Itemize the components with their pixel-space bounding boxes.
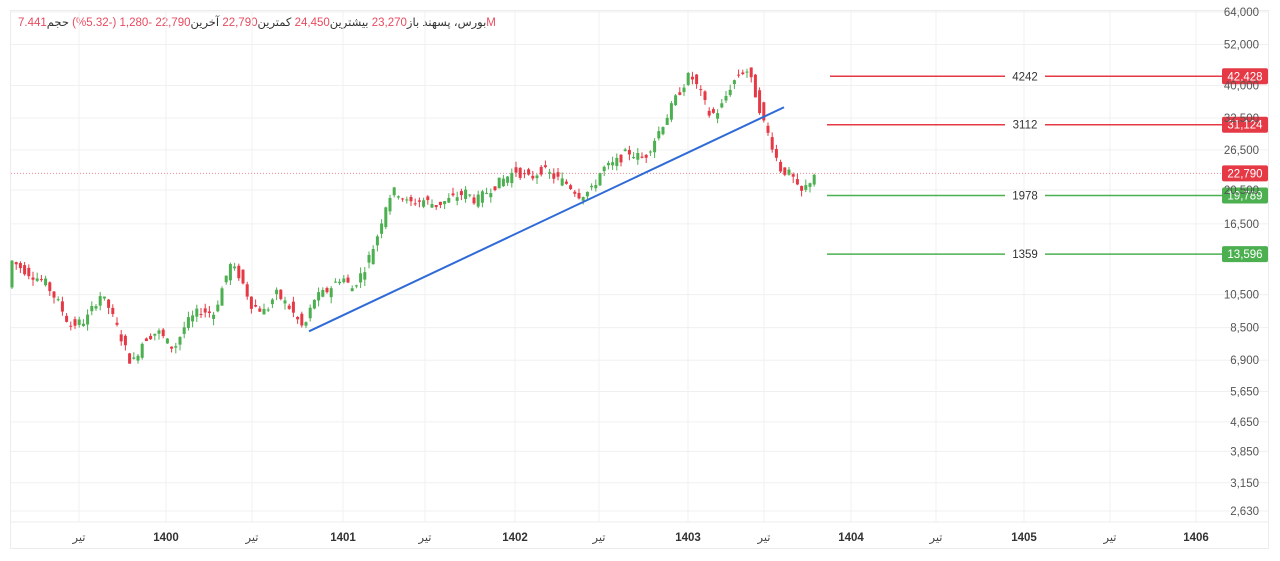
close-label: آخرین	[190, 17, 220, 29]
change-value: -1,280 (-5.32%)	[72, 17, 153, 29]
svg-text:1400: 1400	[153, 532, 179, 544]
volume-label: حجم	[46, 17, 69, 29]
low-label: کمترین	[257, 17, 292, 29]
svg-text:2,630: 2,630	[1230, 506, 1259, 518]
high-label: بیشترین	[329, 17, 369, 29]
svg-text:19,789: 19,789	[1227, 190, 1262, 202]
svg-text:3,150: 3,150	[1230, 478, 1259, 490]
svg-text:8,500: 8,500	[1230, 323, 1259, 335]
svg-text:3,850: 3,850	[1230, 446, 1259, 458]
svg-text:4242: 4242	[1012, 71, 1038, 83]
svg-text:تیر: تیر	[244, 532, 258, 545]
close-value: 22,790	[155, 17, 191, 29]
svg-text:52,000: 52,000	[1224, 39, 1259, 51]
svg-text:10,500: 10,500	[1224, 290, 1259, 302]
svg-text:26,500: 26,500	[1224, 145, 1259, 157]
trendline[interactable]	[308, 106, 785, 333]
svg-text:تیر: تیر	[417, 532, 431, 545]
price-axis[interactable]: 64,000 52,000 40,000 32,500 26,500 20,500 16,5…	[1224, 7, 1259, 518]
svg-text:13,596: 13,596	[1227, 249, 1262, 261]
svg-text:31,124: 31,124	[1227, 120, 1263, 132]
svg-text:40,000: 40,000	[1224, 80, 1259, 92]
svg-text:1402: 1402	[502, 532, 528, 544]
svg-text:تیر: تیر	[1102, 532, 1116, 545]
low-value: 22,790	[222, 17, 258, 29]
candlesticks	[10, 67, 816, 364]
svg-text:1405: 1405	[1011, 532, 1037, 544]
open-value: 23,270	[371, 17, 407, 29]
symbol-name: بورس	[457, 17, 487, 29]
svg-text:16,500: 16,500	[1224, 219, 1259, 231]
svg-text:6,900: 6,900	[1230, 355, 1259, 367]
svg-text:20,500: 20,500	[1224, 185, 1259, 197]
svg-text:1403: 1403	[675, 532, 701, 544]
svg-text:42,428: 42,428	[1227, 71, 1262, 83]
grid-lines	[11, 11, 1268, 523]
svg-text:64,000: 64,000	[1224, 7, 1259, 19]
time-axis[interactable]: تیر 1400 تیر 1401 تیر 1402 تیر 1403 تیر 1404 تیر 14…	[71, 532, 1208, 545]
open-label: باز	[406, 17, 420, 29]
svg-text:1359: 1359	[1012, 249, 1038, 261]
volume-value: 7.441M	[18, 17, 496, 29]
svg-text:4,650: 4,650	[1230, 417, 1259, 429]
svg-text:تیر: تیر	[756, 532, 770, 545]
svg-text:1978: 1978	[1012, 190, 1038, 202]
exchange-note: پسهند	[422, 17, 451, 29]
svg-text:تیر: تیر	[928, 532, 942, 545]
svg-text:22,790: 22,790	[1227, 168, 1262, 180]
svg-text:1406: 1406	[1183, 532, 1209, 544]
horizontal-levels[interactable]: 4242 42,428 3112 31,124 1978 19,789 1359 13,596…	[827, 68, 1268, 263]
svg-text:5,650: 5,650	[1230, 386, 1259, 398]
ohlc-legend: بورس، پسهند باز23,270 بیشترین24,450 کمتر…	[18, 17, 496, 29]
svg-text:تیر: تیر	[591, 532, 605, 545]
high-value: 24,450	[294, 17, 330, 29]
svg-text:32,500: 32,500	[1224, 113, 1259, 125]
svg-text:3112: 3112	[1013, 120, 1038, 132]
svg-text:تیر: تیر	[71, 532, 85, 545]
svg-text:1401: 1401	[330, 532, 356, 544]
svg-text:1404: 1404	[838, 532, 864, 544]
